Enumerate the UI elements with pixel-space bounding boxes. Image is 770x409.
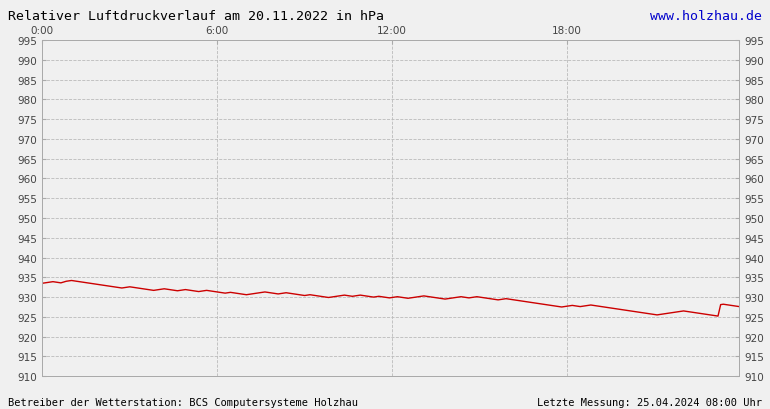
Text: Betreiber der Wetterstation: BCS Computersysteme Holzhau: Betreiber der Wetterstation: BCS Compute…	[8, 397, 358, 407]
Text: Relativer Luftdruckverlauf am 20.11.2022 in hPa: Relativer Luftdruckverlauf am 20.11.2022…	[8, 10, 383, 23]
Text: www.holzhau.de: www.holzhau.de	[651, 10, 762, 23]
Text: Letzte Messung: 25.04.2024 08:00 Uhr: Letzte Messung: 25.04.2024 08:00 Uhr	[537, 397, 762, 407]
